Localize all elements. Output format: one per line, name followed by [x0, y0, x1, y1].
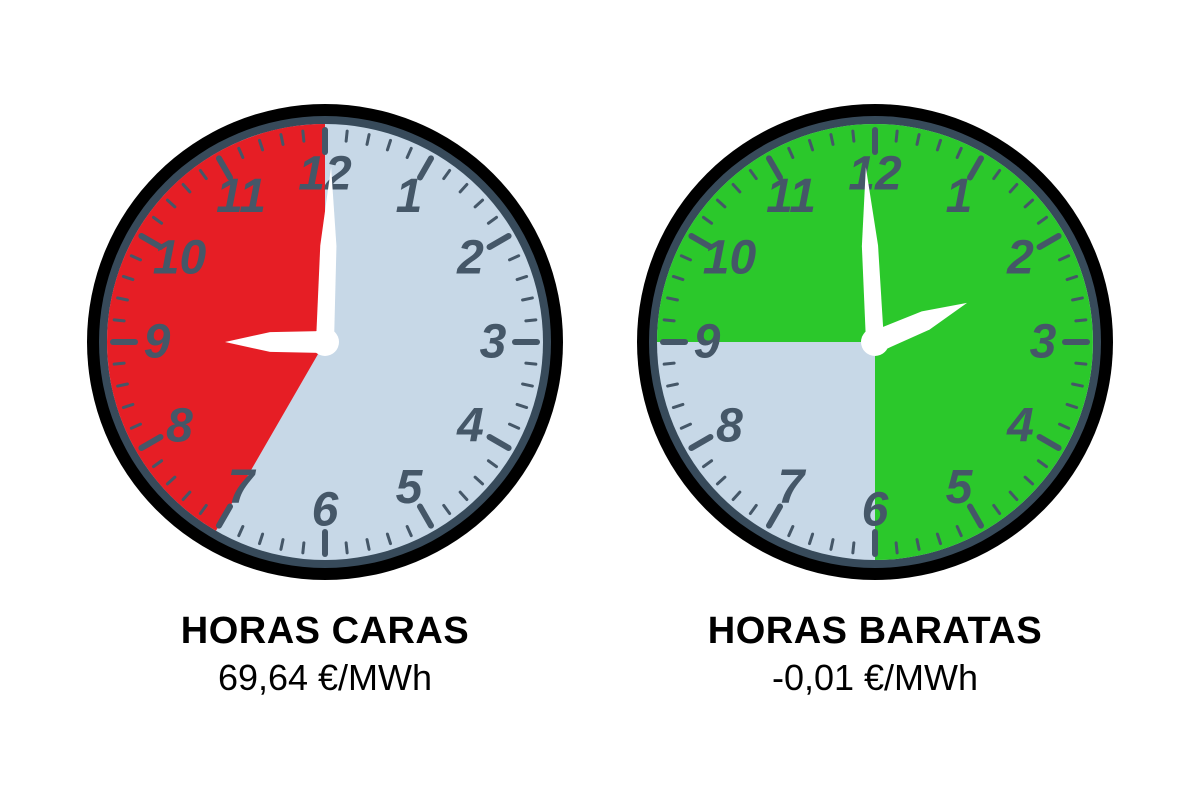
svg-text:12: 12 [848, 147, 902, 200]
cheap-clock: 123456789101112 [635, 102, 1115, 582]
svg-text:2: 2 [1006, 231, 1034, 284]
svg-text:8: 8 [716, 399, 743, 452]
cheap-clock-panel: 123456789101112 HORAS BARATAS -0,01 €/MW… [635, 102, 1115, 699]
svg-text:9: 9 [694, 315, 721, 368]
expensive-caption: HORAS CARAS 69,64 €/MWh [181, 610, 469, 699]
svg-text:8: 8 [166, 399, 193, 452]
svg-text:6: 6 [312, 483, 339, 536]
cheap-title: HORAS BARATAS [708, 610, 1042, 653]
svg-text:11: 11 [216, 170, 266, 223]
svg-text:6: 6 [862, 483, 889, 536]
svg-text:4: 4 [456, 399, 484, 452]
svg-text:5: 5 [396, 460, 424, 513]
svg-text:5: 5 [946, 460, 974, 513]
svg-text:10: 10 [153, 231, 207, 284]
svg-text:1: 1 [396, 170, 423, 223]
svg-text:3: 3 [480, 315, 507, 368]
svg-text:2: 2 [456, 231, 484, 284]
svg-text:10: 10 [703, 231, 757, 284]
svg-text:11: 11 [766, 170, 816, 223]
svg-text:12: 12 [298, 147, 352, 200]
svg-text:4: 4 [1006, 399, 1034, 452]
svg-text:9: 9 [144, 315, 171, 368]
cheap-caption: HORAS BARATAS -0,01 €/MWh [708, 610, 1042, 699]
svg-text:7: 7 [778, 460, 807, 513]
cheap-price: -0,01 €/MWh [708, 657, 1042, 699]
expensive-title: HORAS CARAS [181, 610, 469, 653]
svg-text:1: 1 [946, 170, 973, 223]
expensive-clock: 123456789101112 [85, 102, 565, 582]
svg-text:3: 3 [1030, 315, 1057, 368]
expensive-price: 69,64 €/MWh [181, 657, 469, 699]
svg-text:7: 7 [228, 460, 257, 513]
expensive-clock-panel: 123456789101112 HORAS CARAS 69,64 €/MWh [85, 102, 565, 699]
